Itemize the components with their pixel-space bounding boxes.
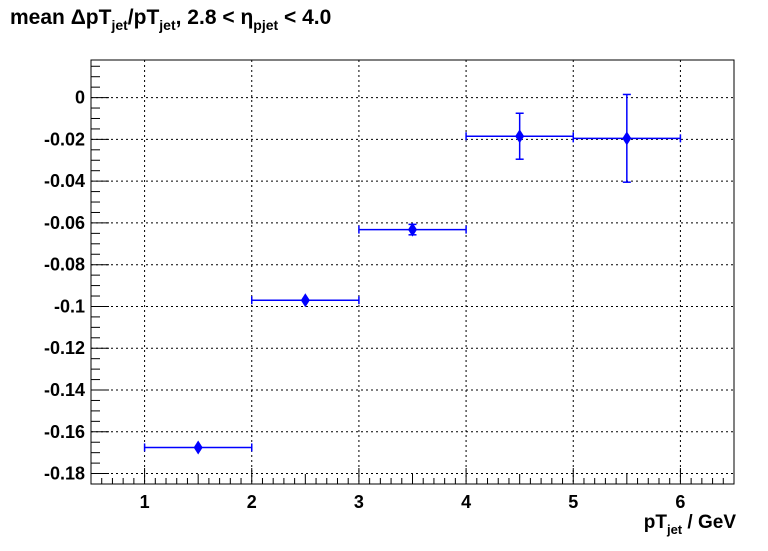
diamond-marker xyxy=(300,293,310,308)
data-points xyxy=(143,93,682,455)
tick-labels: 1 2 3 4 5 6 0 -0.02 -0.04 -0.06 -0.08 -0.1 -0.12 -0.1… xyxy=(44,88,685,512)
x-tick-label: 3 xyxy=(354,492,364,512)
y-tick-label: -0.08 xyxy=(44,255,85,275)
diamond-marker xyxy=(408,222,417,237)
data-point xyxy=(358,222,467,237)
y-tick-label: 0 xyxy=(75,88,85,108)
data-point xyxy=(465,112,574,160)
y-tick-label: -0.06 xyxy=(44,213,85,233)
x-tick-label: 6 xyxy=(675,492,685,512)
chart-title: mean ΔpTjet/pTjet, 2.8 < ηpjet < 4.0 xyxy=(10,6,332,33)
data-point xyxy=(251,293,360,308)
y-tick-label: -0.16 xyxy=(44,422,85,442)
axis-ticks xyxy=(90,65,735,485)
x-tick-label: 2 xyxy=(247,492,257,512)
diamond-marker xyxy=(193,440,203,455)
x-tick-label: 5 xyxy=(568,492,578,512)
y-tick-label: -0.1 xyxy=(54,296,85,316)
y-tick-label: -0.14 xyxy=(44,380,85,400)
y-tick-label: -0.04 xyxy=(44,171,85,191)
plot-frame xyxy=(90,59,735,485)
x-axis-label: pTjet / GeV xyxy=(643,512,736,537)
x-tick-label: 4 xyxy=(461,492,471,512)
diamond-marker xyxy=(622,131,632,146)
y-tick-label: -0.18 xyxy=(44,464,85,484)
y-tick-label: -0.12 xyxy=(44,338,85,358)
y-tick-label: -0.02 xyxy=(44,129,85,149)
x-tick-label: 1 xyxy=(140,492,150,512)
grid-lines xyxy=(91,60,734,484)
diamond-marker xyxy=(515,129,525,144)
data-point xyxy=(572,93,682,183)
data-point xyxy=(143,440,253,455)
